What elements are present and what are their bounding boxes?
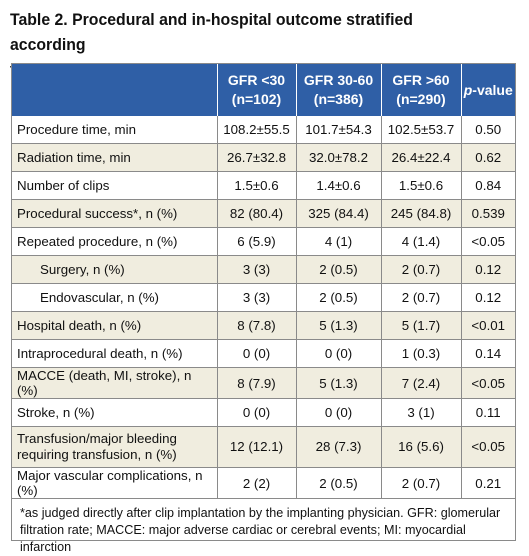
header-gfr-gt60: GFR >60 (n=290) (380, 64, 461, 116)
value-cell: 3 (3) (216, 255, 296, 284)
value-cell: 4 (1) (295, 227, 381, 256)
row-label: Stroke, n (%) (12, 398, 217, 427)
table-row: Transfusion/major bleeding requiring tran… (12, 426, 515, 468)
table-footnote: *as judged directly after clip implantat… (12, 498, 515, 556)
value-cell: 1 (0.3) (380, 339, 461, 368)
table-container: GFR <30 (n=102) GFR 30-60 (n=386) GFR >60(… (11, 63, 516, 554)
value-cell: 1.5±0.6 (216, 171, 296, 200)
value-cell: 8 (7.8) (216, 311, 296, 340)
value-cell: 245 (84.8) (380, 199, 461, 228)
outcome-table: GFR <30 (n=102) GFR 30-60 (n=386) GFR >60(… (12, 64, 515, 498)
table-row: Intraprocedural death, n (%) 0 (0) 0 (0) 1 … (12, 339, 515, 368)
value-cell: 26.7±32.8 (216, 143, 296, 172)
value-cell: 5 (1.3) (295, 367, 381, 399)
table-row: Endovascular, n (%) 3 (3) 2 (0.5) 2 (0.7) 0.… (12, 283, 515, 312)
p-value-cell: <0.01 (460, 311, 515, 340)
row-label: Surgery, n (%) (12, 255, 217, 284)
header-gfr-30-60: GFR 30-60 (n=386) (295, 64, 381, 116)
header-blank (12, 64, 217, 116)
p-value-cell: 0.62 (460, 143, 515, 172)
value-cell: 1.4±0.6 (295, 171, 381, 200)
value-cell: 12 (12.1) (216, 426, 296, 468)
p-value-cell: 0.84 (460, 171, 515, 200)
p-value-cell: 0.12 (460, 255, 515, 284)
row-label: Transfusion/major bleeding requiring tran… (12, 426, 217, 468)
value-cell: 28 (7.3) (295, 426, 381, 468)
value-cell: 2 (0.7) (380, 255, 461, 284)
value-cell: 101.7±54.3 (295, 116, 381, 144)
value-cell: 2 (0.7) (380, 283, 461, 312)
value-cell: 16 (5.6) (380, 426, 461, 468)
table-row: Radiation time, min 26.7±32.8 32.0±78.2 26.… (12, 143, 515, 172)
value-cell: 32.0±78.2 (295, 143, 381, 172)
table-row: Number of clips 1.5±0.6 1.4±0.6 1.5±0.6 0.84 (12, 171, 515, 200)
caption-line-1: Table 2. Procedural and in-hospital outc… (10, 10, 413, 54)
value-cell: 2 (0.5) (295, 255, 381, 284)
value-cell: 0 (0) (295, 398, 381, 427)
p-value-cell: 0.21 (460, 467, 515, 498)
value-cell: 5 (1.7) (380, 311, 461, 340)
value-cell: 1.5±0.6 (380, 171, 461, 200)
value-cell: 82 (80.4) (216, 199, 296, 228)
value-cell: 2 (2) (216, 467, 296, 498)
row-label: Number of clips (12, 171, 217, 200)
value-cell: 4 (1.4) (380, 227, 461, 256)
p-value-cell: <0.05 (460, 426, 515, 468)
value-cell: 3 (3) (216, 283, 296, 312)
p-value-cell: <0.05 (460, 227, 515, 256)
p-value-cell: 0.539 (460, 199, 515, 228)
row-label: Major vascular complications, n (%) (12, 467, 217, 498)
header-gfr-lt30: GFR <30 (n=102) (216, 64, 296, 116)
row-label: Hospital death, n (%) (12, 311, 217, 340)
table-row: MACCE (death, MI, stroke), n (%) 8 (7.9) 5… (12, 367, 515, 399)
value-cell: 5 (1.3) (295, 311, 381, 340)
table-row: Procedure time, min 108.2±55.5 101.7±54.3 1… (12, 116, 515, 144)
row-label: Radiation time, min (12, 143, 217, 172)
value-cell: 325 (84.4) (295, 199, 381, 228)
row-label: MACCE (death, MI, stroke), n (%) (12, 367, 217, 399)
p-value-cell: 0.11 (460, 398, 515, 427)
table-row: Repeated procedure, n (%) 6 (5.9) 4 (1) 4 (… (12, 227, 515, 256)
header-p-value: p-value (460, 64, 515, 116)
value-cell: 0 (0) (216, 398, 296, 427)
row-label: Procedural success*, n (%) (12, 199, 217, 228)
p-value-cell: 0.12 (460, 283, 515, 312)
value-cell: 2 (0.5) (295, 283, 381, 312)
value-cell: 3 (1) (380, 398, 461, 427)
value-cell: 102.5±53.7 (380, 116, 461, 144)
table-row: Hospital death, n (%) 8 (7.8) 5 (1.3) 5 (1.… (12, 311, 515, 340)
row-label: Endovascular, n (%) (12, 283, 217, 312)
value-cell: 8 (7.9) (216, 367, 296, 399)
value-cell: 2 (0.7) (380, 467, 461, 498)
value-cell: 7 (2.4) (380, 367, 461, 399)
p-value-cell: 0.14 (460, 339, 515, 368)
row-label: Intraprocedural death, n (%) (12, 339, 217, 368)
table-row: Procedural success*, n (%) 82 (80.4) 325 (… (12, 199, 515, 228)
value-cell: 2 (0.5) (295, 467, 381, 498)
row-label: Procedure time, min (17, 122, 136, 137)
value-cell: 108.2±55.5 (216, 116, 296, 144)
row-label: Repeated procedure, n (%) (12, 227, 217, 256)
value-cell: 6 (5.9) (216, 227, 296, 256)
table-row: Surgery, n (%) 3 (3) 2 (0.5) 2 (0.7) 0.12 (12, 255, 515, 284)
value-cell: 0 (0) (216, 339, 296, 368)
table-header-row: GFR <30 (n=102) GFR 30-60 (n=386) GFR >60(… (12, 64, 515, 116)
table-row: Stroke, n (%) 0 (0) 0 (0) 3 (1) 0.11 (12, 398, 515, 427)
value-cell: 0 (0) (295, 339, 381, 368)
table-row: Major vascular complications, n (%) 2 (2)… (12, 467, 515, 498)
p-value-cell: <0.05 (460, 367, 515, 399)
value-cell: 26.4±22.4 (380, 143, 461, 172)
p-value-cell: 0.50 (460, 116, 515, 144)
